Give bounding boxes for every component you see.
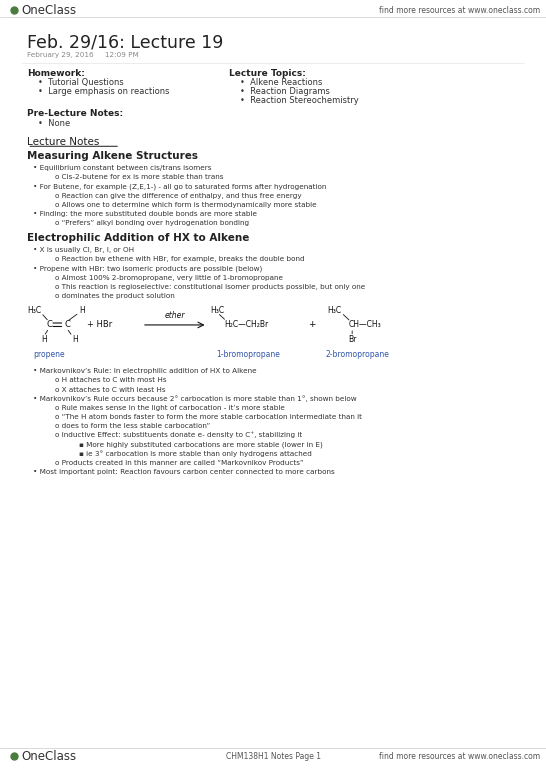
Text: H₂C—CH₂Br: H₂C—CH₂Br	[224, 320, 268, 330]
Text: •  Tutorial Questions: • Tutorial Questions	[38, 78, 124, 87]
Text: H₃C: H₃C	[328, 306, 342, 315]
Text: H₃C: H₃C	[27, 306, 41, 315]
Text: CH—CH₃: CH—CH₃	[348, 320, 381, 330]
Text: o This reaction is regioselective: constitutional isomer products possible, but : o This reaction is regioselective: const…	[55, 284, 365, 290]
Text: o Rule makes sense in the light of carbocation - it’s more stable: o Rule makes sense in the light of carbo…	[55, 405, 284, 411]
Text: ▪ ie 3° carbocation is more stable than only hydrogens attached: ▪ ie 3° carbocation is more stable than …	[79, 450, 312, 457]
Text: OneClass: OneClass	[22, 5, 77, 17]
Text: 1-bromopropane: 1-bromopropane	[217, 350, 280, 359]
Text: CHM138H1 Notes Page 1: CHM138H1 Notes Page 1	[225, 752, 321, 762]
Text: OneClass: OneClass	[22, 751, 77, 763]
Text: o dominates the product solution: o dominates the product solution	[55, 293, 174, 299]
Text: ▪ More highly substituted carbocations are more stable (lower in E): ▪ More highly substituted carbocations a…	[79, 441, 323, 447]
Text: o Products created in this manner are called “Markovnikov Products”: o Products created in this manner are ca…	[55, 460, 304, 466]
Text: • Propene with HBr: two isomeric products are possible (below): • Propene with HBr: two isomeric product…	[33, 266, 262, 272]
Text: • For Butene, for example (Z,E,1-) - all go to saturated forms after hydrogenati: • For Butene, for example (Z,E,1-) - all…	[33, 183, 326, 189]
Text: • Markovnikov’s Rule occurs because 2° carbocation is more stable than 1°, shown: • Markovnikov’s Rule occurs because 2° c…	[33, 396, 357, 402]
Text: Br: Br	[348, 335, 357, 344]
Text: find more resources at www.oneclass.com: find more resources at www.oneclass.com	[379, 752, 541, 762]
Text: H: H	[73, 335, 79, 344]
Text: Lecture Notes: Lecture Notes	[27, 138, 100, 147]
Text: •  Large emphasis on reactions: • Large emphasis on reactions	[38, 87, 170, 96]
Text: ether: ether	[164, 310, 185, 320]
Text: •  Reaction Stereochemistry: • Reaction Stereochemistry	[240, 96, 359, 105]
Text: o X attaches to C with least Hs: o X attaches to C with least Hs	[55, 387, 165, 393]
Text: o “Prefers” alkyl bonding over hydrogenation bonding: o “Prefers” alkyl bonding over hydrogena…	[55, 220, 249, 226]
Text: • Equilibrium constant between cis/trans isomers: • Equilibrium constant between cis/trans…	[33, 165, 211, 171]
Text: o Inductive Effect: substituents donate e- density to C⁺, stabilizing it: o Inductive Effect: substituents donate …	[55, 432, 302, 438]
Text: •  Reaction Diagrams: • Reaction Diagrams	[240, 87, 330, 96]
Text: o Almost 100% 2-bromopropane, very little of 1-bromopropane: o Almost 100% 2-bromopropane, very littl…	[55, 275, 283, 281]
Text: Feb. 29/16: Lecture 19: Feb. 29/16: Lecture 19	[27, 33, 224, 52]
Text: •  None: • None	[38, 119, 70, 128]
Text: o Reaction bw ethene with HBr, for example, breaks the double bond: o Reaction bw ethene with HBr, for examp…	[55, 256, 304, 263]
Text: +: +	[308, 320, 316, 330]
Text: find more resources at www.oneclass.com: find more resources at www.oneclass.com	[379, 6, 541, 15]
Text: H: H	[41, 335, 47, 344]
Text: • Markovnikov’s Rule: In electrophilic addition of HX to Alkene: • Markovnikov’s Rule: In electrophilic a…	[33, 368, 257, 374]
Text: February 29, 2016     12:09 PM: February 29, 2016 12:09 PM	[27, 52, 139, 59]
Text: • Most important point: Reaction favours carbon center connected to more carbons: • Most important point: Reaction favours…	[33, 469, 335, 475]
Text: Homework:: Homework:	[27, 69, 85, 78]
Text: C: C	[64, 320, 70, 330]
Text: o Allows one to determine which form is thermodynamically more stable: o Allows one to determine which form is …	[55, 202, 316, 208]
Text: o “The H atom bonds faster to form the more stable carbocation intermediate than: o “The H atom bonds faster to form the m…	[55, 414, 361, 420]
Text: Lecture Topics:: Lecture Topics:	[229, 69, 306, 78]
Text: H₃C: H₃C	[210, 306, 224, 315]
Text: C: C	[46, 320, 52, 330]
Text: o does to form the less stable carbocation”: o does to form the less stable carbocati…	[55, 423, 210, 429]
Text: •  Alkene Reactions: • Alkene Reactions	[240, 78, 323, 87]
Text: propene: propene	[33, 350, 65, 359]
Text: • Finding: the more substituted double bonds are more stable: • Finding: the more substituted double b…	[33, 211, 257, 217]
Text: Measuring Alkene Structures: Measuring Alkene Structures	[27, 151, 198, 160]
Text: o Cis-2-butene for ex is more stable than trans: o Cis-2-butene for ex is more stable tha…	[55, 174, 223, 180]
Text: o H attaches to C with most Hs: o H attaches to C with most Hs	[55, 377, 166, 383]
Text: o Reaction can give the difference of enthalpy, and thus free energy: o Reaction can give the difference of en…	[55, 192, 301, 199]
Text: H: H	[79, 306, 85, 315]
Text: Pre-Lecture Notes:: Pre-Lecture Notes:	[27, 109, 123, 119]
Text: + HBr: + HBr	[87, 320, 112, 330]
Text: Electrophilic Addition of HX to Alkene: Electrophilic Addition of HX to Alkene	[27, 233, 250, 243]
Text: 2-bromopropane: 2-bromopropane	[326, 350, 389, 359]
Text: • X is usually Cl, Br, I, or OH: • X is usually Cl, Br, I, or OH	[33, 247, 134, 253]
